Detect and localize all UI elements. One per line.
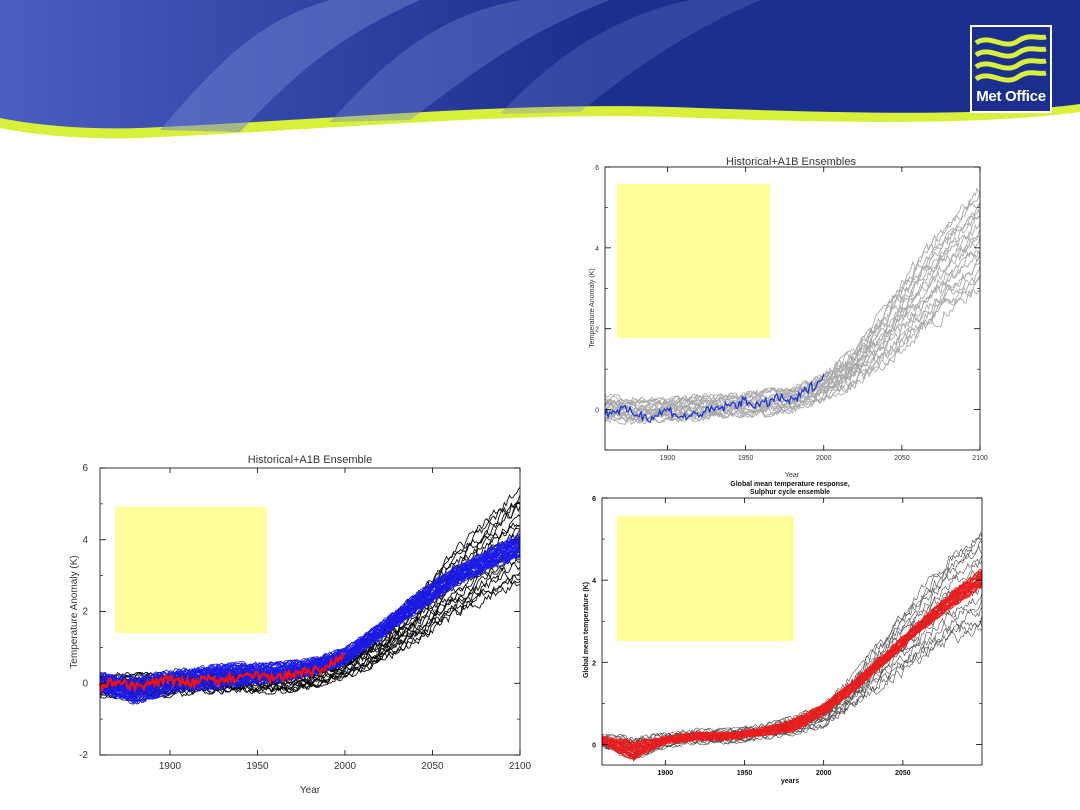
x-tick-label: 2000 <box>816 455 832 462</box>
banner-wave-shape <box>330 0 610 122</box>
yellow-overlay-box <box>617 184 770 338</box>
x-tick-label: 2000 <box>334 761 357 772</box>
x-tick-label: 1950 <box>246 761 269 772</box>
y-tick-label: 4 <box>595 246 599 253</box>
yellow-overlay-box <box>115 507 267 633</box>
chart-title: Historical+A1B Ensemble <box>248 454 372 466</box>
logo-text: Met Office <box>976 88 1046 105</box>
banner-wave-shape <box>500 0 760 114</box>
x-tick-label: 1950 <box>738 455 754 462</box>
y-tick-label: 4 <box>592 578 596 585</box>
ensemble-member-line <box>601 621 983 760</box>
ensemble-member-line <box>99 532 521 683</box>
ensemble-member-line <box>99 536 521 683</box>
y-tick-label: 6 <box>592 496 596 503</box>
observed-series-line <box>604 373 825 423</box>
met-office-logo: Met Office <box>970 25 1052 113</box>
chart-title: Historical+A1B Ensembles <box>726 156 856 168</box>
chart-title-line1: Global mean temperature response, <box>730 481 849 488</box>
y-tick-label: 6 <box>595 165 599 172</box>
ensemble-member-line <box>604 202 981 408</box>
ensemble-member-line <box>100 544 521 694</box>
chart-axes-frame <box>604 166 981 451</box>
banner-wave-shape <box>160 0 420 132</box>
x-axis-label: years <box>781 778 799 785</box>
x-tick-label: 2050 <box>421 761 444 772</box>
ensemble-member-line <box>604 187 981 405</box>
x-axis-label: Year <box>785 472 800 479</box>
x-tick-label: 1900 <box>159 761 182 772</box>
y-tick-label: 0 <box>595 408 599 415</box>
y-tick-label: 2 <box>82 607 88 618</box>
y-axis-label: Temperature Anomaly (K) <box>589 268 596 347</box>
x-tick-label: 2050 <box>895 770 911 777</box>
ensemble-member-line <box>601 532 983 742</box>
y-tick-label: -2 <box>79 750 88 761</box>
x-axis-label: Year <box>300 785 321 796</box>
x-tick-label: 2100 <box>509 761 532 772</box>
wave-lines-icon <box>974 34 1047 83</box>
yellow-overlay-box <box>617 516 794 641</box>
chart-title-line2: Sulphur cycle ensemble <box>750 489 830 496</box>
y-axis-label: Global mean temperature (K) <box>583 582 590 678</box>
chart-historical-a1b-ensembles: Historical+A1B Ensembles 1900 1950 2000 205… <box>589 156 988 479</box>
ensemble-member-line <box>604 275 981 425</box>
y-tick-label: 2 <box>592 660 596 667</box>
y-tick-label: 6 <box>82 463 88 474</box>
ensemble-member-line <box>601 615 983 758</box>
x-tick-label: 2050 <box>894 455 910 462</box>
x-tick-label: 1950 <box>737 770 753 777</box>
x-tick-label: 2100 <box>972 455 988 462</box>
y-tick-label: 2 <box>595 327 599 334</box>
chart-historical-a1b-ensemble: Historical+A1B Ensemble 1900 1950 2000 2050… <box>69 454 532 796</box>
ensemble-member-line <box>601 569 983 746</box>
chart-sulphur-cycle-ensemble: Global mean temperature response, Sulphu… <box>583 481 983 785</box>
y-axis-label: Temperature Anomaly (K) <box>69 555 80 668</box>
chart-axes-frame <box>601 497 983 766</box>
ensemble-member-line <box>604 208 981 412</box>
y-tick-label: 0 <box>82 678 88 689</box>
y-tick-label: 0 <box>592 742 596 749</box>
x-tick-label: 1900 <box>660 455 676 462</box>
y-tick-label: 4 <box>82 535 88 546</box>
x-tick-label: 2000 <box>816 770 832 777</box>
x-tick-label: 1900 <box>658 770 674 777</box>
header-banner <box>0 0 1080 139</box>
observed-series-line <box>98 652 346 694</box>
